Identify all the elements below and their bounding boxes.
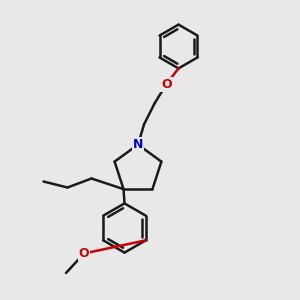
Text: N: N <box>133 138 143 151</box>
Text: O: O <box>161 77 172 91</box>
Text: O: O <box>79 247 89 260</box>
